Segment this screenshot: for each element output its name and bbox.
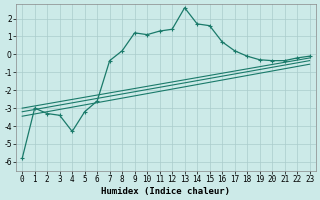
X-axis label: Humidex (Indice chaleur): Humidex (Indice chaleur) [101, 187, 230, 196]
